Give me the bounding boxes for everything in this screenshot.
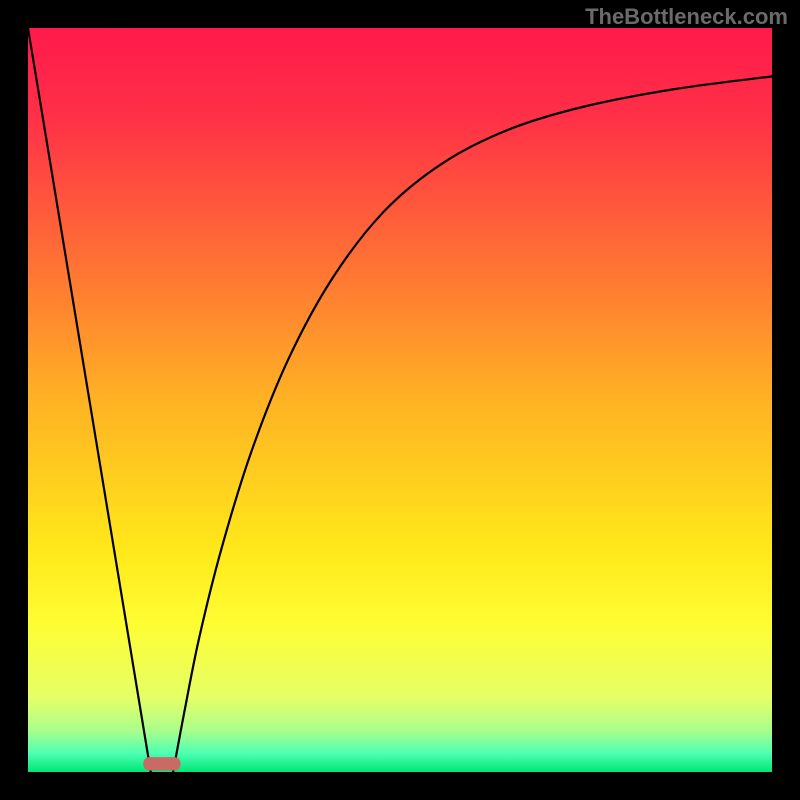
bottleneck-chart: TheBottleneck.com — [0, 0, 800, 800]
plot-background — [28, 28, 772, 772]
chart-svg — [0, 0, 800, 800]
watermark-text: TheBottleneck.com — [585, 4, 788, 30]
trough-marker — [143, 757, 180, 770]
